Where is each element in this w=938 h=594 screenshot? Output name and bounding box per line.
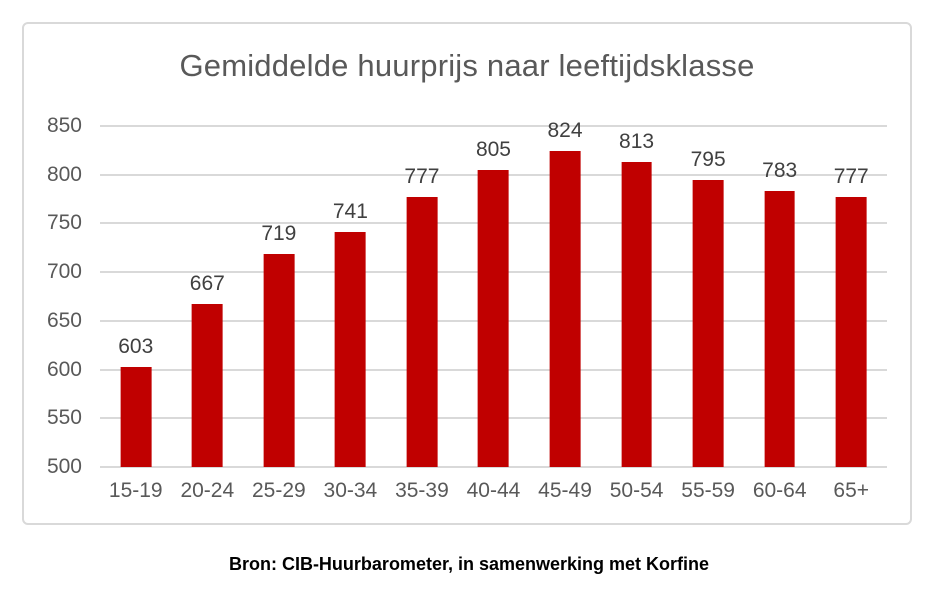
bar-value-label-55-59: 795	[690, 147, 726, 171]
gridline-850	[100, 125, 887, 127]
bar-25-29	[263, 253, 295, 467]
bar-value-label-30-34: 741	[332, 200, 368, 224]
source-caption: Bron: CIB-Huurbarometer, in samenwerking…	[228, 554, 710, 574]
bar-35-39	[406, 197, 438, 467]
x-tick-label-35-39: 35-39	[395, 479, 449, 502]
bar-slot-65+: 777	[815, 126, 887, 467]
x-tick-label-50-54: 50-54	[609, 479, 664, 502]
bar-value-label-65+: 777	[833, 165, 869, 189]
y-tick-label-600: 600	[46, 357, 82, 381]
y-tick-label-750: 750	[46, 211, 82, 235]
bar-30-34	[335, 232, 366, 467]
bar-value-label-40-44: 805	[475, 137, 511, 161]
gridline-500	[100, 466, 887, 468]
y-tick-label-650: 650	[46, 308, 82, 332]
bar-15-19	[120, 366, 152, 467]
bar-value-label-50-54: 813	[619, 130, 655, 154]
bar-slot-60-64: 783	[744, 126, 816, 467]
bar-45-49	[549, 151, 581, 467]
y-tick-label-800: 800	[46, 162, 82, 186]
bar-slot-35-39: 777	[386, 126, 458, 467]
bar-60-64	[764, 191, 796, 467]
bar-40-44	[478, 169, 509, 467]
x-tick-label-25-29: 25-29	[251, 479, 306, 502]
bar-value-label-25-29: 719	[261, 221, 297, 245]
x-tick-label-60-64: 60-64	[752, 479, 807, 502]
x-tick-label-55-59: 55-59	[681, 479, 735, 502]
bar-value-label-35-39: 777	[404, 165, 440, 189]
bar-50-54	[621, 162, 652, 467]
chart-frame: Gemiddelde huurprijs naar leeftijdsklass…	[22, 22, 912, 525]
y-tick-label-500: 500	[46, 455, 82, 478]
bar-20-24	[191, 304, 223, 467]
bar-55-59	[692, 179, 724, 467]
y-tick-label-700: 700	[46, 260, 82, 284]
bar-slot-55-59: 795	[672, 126, 744, 467]
plot-area: 500 550 600 650 700 750 800 850 15-19 603 20-24 667…	[47, 114, 887, 502]
x-tick-label-30-34: 30-34	[323, 479, 378, 502]
bar-65+	[835, 197, 867, 467]
bar-value-label-45-49: 824	[547, 119, 583, 143]
y-tick-label-550: 550	[46, 406, 82, 430]
x-tick-label-45-49: 45-49	[538, 479, 592, 502]
bar-value-label-60-64: 783	[762, 159, 798, 183]
x-tick-label-15-19: 15-19	[108, 479, 163, 502]
x-tick-label-40-44: 40-44	[466, 479, 521, 502]
bar-slot-20-24: 667	[172, 126, 244, 467]
y-tick-label-850: 850	[46, 114, 82, 137]
bar-slot-15-19: 603	[100, 126, 172, 467]
bar-slot-30-34: 741	[315, 126, 387, 467]
bar-slot-40-44: 805	[458, 126, 530, 467]
bar-slot-25-29: 719	[243, 126, 315, 467]
bar-slot-45-49: 824	[529, 119, 601, 467]
bar-value-label-20-24: 667	[189, 272, 225, 296]
bar-slot-50-54: 813	[601, 126, 673, 467]
x-tick-label-20-24: 20-24	[180, 479, 235, 502]
bar-value-label-15-19: 603	[118, 334, 154, 358]
chart-title: Gemiddelde huurprijs naar leeftijdsklass…	[179, 48, 755, 83]
x-tick-label-65+: 65+	[833, 479, 870, 502]
